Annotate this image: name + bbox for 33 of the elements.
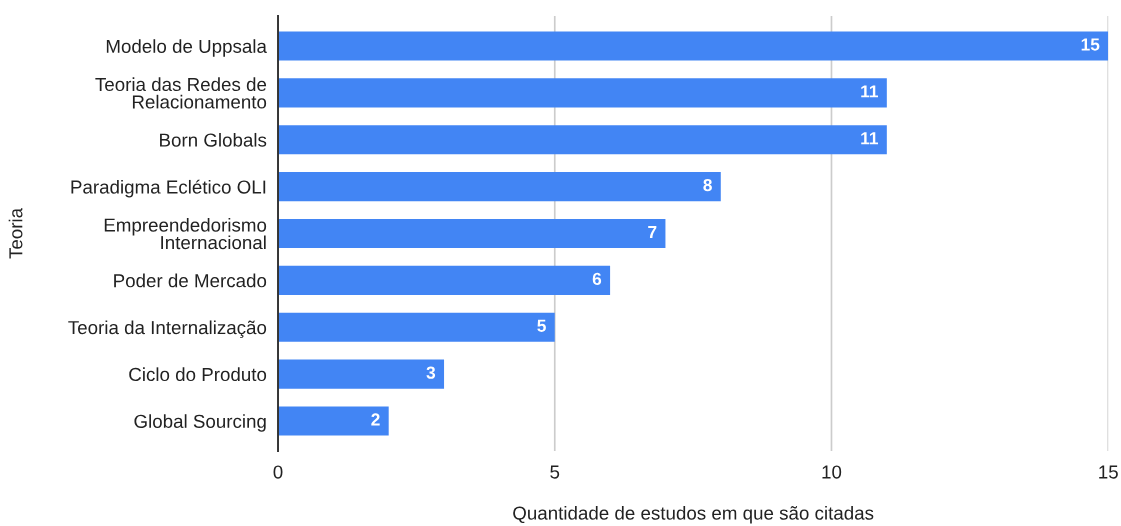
x-tick-label: 15 — [1099, 465, 1118, 479]
data-label: 8 — [703, 178, 712, 192]
data-label: 3 — [426, 366, 436, 379]
bar — [278, 312, 555, 342]
data-label: 15 — [1081, 38, 1100, 51]
x-axis-title: Quantidade de estudos em que são citadas — [513, 505, 874, 524]
bar — [278, 78, 887, 108]
bar — [278, 218, 666, 249]
y-tick-label: Modelo de Uppsala — [106, 39, 267, 57]
y-tick-label: Teoria da Internalização — [68, 320, 267, 339]
y-tick-label: Paradigma Eclético OLI — [71, 179, 266, 198]
bar — [278, 406, 389, 436]
data-label: 5 — [537, 319, 546, 332]
data-label: 11 — [861, 85, 879, 98]
x-tick-label: 10 — [822, 465, 842, 479]
x-tick-label: 5 — [550, 465, 560, 479]
bar — [278, 125, 887, 155]
bar — [278, 265, 611, 295]
y-tick-label: Teoria das Redes de Relacionamento — [95, 77, 267, 109]
y-tick-label: Empreendedorismo Internacional — [104, 217, 267, 250]
data-label: 11 — [861, 132, 879, 145]
data-label: 2 — [371, 413, 380, 426]
y-tick-label: Global Sourcing — [134, 414, 266, 432]
data-label: 7 — [648, 226, 657, 238]
data-label: 6 — [592, 272, 602, 286]
x-tick-label: 0 — [273, 465, 283, 479]
bar — [278, 31, 1109, 61]
y-tick-label: Ciclo do Produto — [129, 367, 267, 382]
bar — [278, 172, 721, 202]
y-axis-title: Teoria — [8, 207, 23, 259]
bar — [278, 359, 445, 389]
y-tick-label: Born Globals — [160, 132, 267, 147]
y-tick-label: Poder de Mercado — [114, 273, 267, 288]
